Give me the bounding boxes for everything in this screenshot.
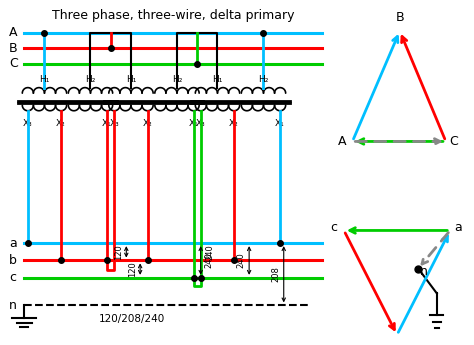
- Text: H₂: H₂: [172, 75, 182, 84]
- Text: X₁: X₁: [102, 119, 112, 128]
- Text: n: n: [419, 265, 428, 278]
- Text: n: n: [9, 299, 17, 312]
- Text: C: C: [449, 135, 458, 148]
- Text: C: C: [9, 57, 18, 70]
- Text: X₃: X₃: [23, 119, 33, 128]
- Text: a: a: [454, 221, 462, 234]
- Text: B: B: [9, 42, 18, 55]
- Text: H₁: H₁: [39, 75, 50, 84]
- Text: 240: 240: [206, 244, 215, 260]
- Text: X₁: X₁: [189, 119, 199, 128]
- Text: A: A: [338, 135, 346, 148]
- Text: H₁: H₁: [212, 75, 223, 84]
- Text: b: b: [9, 254, 17, 267]
- Text: 240: 240: [204, 253, 213, 268]
- Text: Three phase, three-wire, delta primary: Three phase, three-wire, delta primary: [52, 9, 294, 22]
- Text: X₂: X₂: [229, 119, 239, 128]
- Text: A: A: [9, 26, 18, 39]
- Text: 120: 120: [128, 261, 137, 277]
- Text: X₁: X₁: [275, 119, 285, 128]
- Text: 120/208/240: 120/208/240: [99, 314, 164, 324]
- Text: X₃: X₃: [196, 119, 206, 128]
- Text: 208: 208: [271, 266, 280, 282]
- Text: c: c: [330, 221, 337, 234]
- Text: c: c: [9, 271, 17, 284]
- Text: X₃: X₃: [109, 119, 119, 128]
- Text: H₂: H₂: [85, 75, 96, 84]
- Text: X₂: X₂: [56, 119, 66, 128]
- Text: X₂: X₂: [143, 119, 153, 128]
- Text: B: B: [395, 11, 404, 24]
- Text: 120: 120: [114, 244, 123, 260]
- Text: a: a: [9, 237, 17, 250]
- Text: 240: 240: [237, 253, 246, 268]
- Text: H₁: H₁: [126, 75, 136, 84]
- Text: H₂: H₂: [258, 75, 269, 84]
